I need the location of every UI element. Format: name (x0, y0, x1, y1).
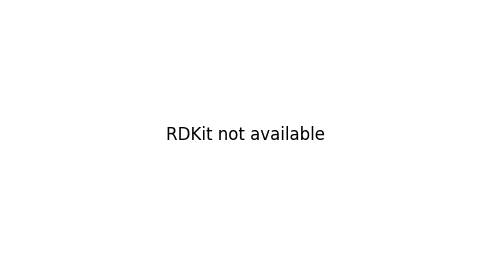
Text: RDKit not available: RDKit not available (166, 126, 326, 144)
